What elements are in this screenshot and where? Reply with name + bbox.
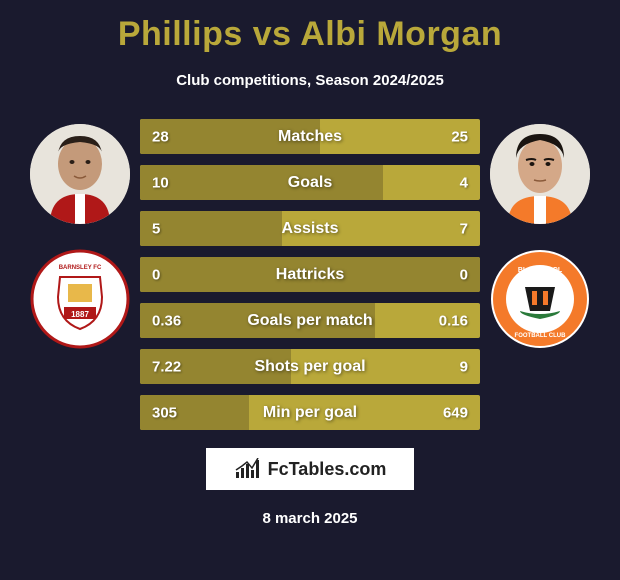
page-subtitle: Club competitions, Season 2024/2025 [176,72,444,89]
stat-right-value: 9 [460,358,468,375]
svg-text:1887: 1887 [71,310,89,319]
player-left-avatar [30,124,130,224]
footer-brand: FcTables.com [206,448,415,490]
svg-text:FOOTBALL CLUB: FOOTBALL CLUB [515,333,567,339]
stat-left-value: 7.22 [152,358,181,375]
stat-right-value: 4 [460,174,468,191]
chart-icon [234,458,262,480]
svg-text:BARNSLEY FC: BARNSLEY FC [59,265,102,271]
stat-label: Shots per goal [254,358,365,376]
player-right-avatar [490,124,590,224]
stat-right-value: 7 [460,220,468,237]
footer-brand-text: FcTables.com [268,459,387,480]
stat-label: Goals per match [247,312,372,330]
club-right-badge: BLACKPOOL FOOTBALL CLUB [490,249,590,349]
svg-text:BLACKPOOL: BLACKPOOL [518,267,563,274]
club-left-badge: 1887 BARNSLEY FC [30,249,130,349]
page-title: Phillips vs Albi Morgan [118,15,502,54]
stat-right-value: 0.16 [439,312,468,329]
stat-label: Matches [278,128,342,146]
left-column: 1887 BARNSLEY FC [20,114,140,349]
stat-row-goals: 10 Goals 4 [140,165,480,200]
stat-row-min-per-goal: 305 Min per goal 649 [140,395,480,430]
stat-row-shots-per-goal: 7.22 Shots per goal 9 [140,349,480,384]
comparison-card: Phillips vs Albi Morgan Club competition… [0,0,620,580]
stat-row-goals-per-match: 0.36 Goals per match 0.16 [140,303,480,338]
stat-label: Goals [288,174,332,192]
stat-right-value: 649 [443,404,468,421]
stat-left-value: 28 [152,128,169,145]
main-area: 1887 BARNSLEY FC 28 Matches 25 10 Goals … [0,114,620,430]
stat-row-assists: 5 Assists 7 [140,211,480,246]
stat-left-value: 5 [152,220,160,237]
stat-row-hattricks: 0 Hattricks 0 [140,257,480,292]
stat-left-value: 305 [152,404,177,421]
stat-left-value: 10 [152,174,169,191]
stat-label: Assists [282,220,339,238]
stats-bars: 28 Matches 25 10 Goals 4 5 Assists 7 0 H… [140,114,480,430]
stat-fill [140,211,282,246]
stat-right-value: 0 [460,266,468,283]
stat-label: Min per goal [263,404,357,422]
stat-fill [140,165,383,200]
stat-right-value: 25 [451,128,468,145]
stat-row-matches: 28 Matches 25 [140,119,480,154]
stat-label: Hattricks [276,266,344,284]
right-column: BLACKPOOL FOOTBALL CLUB [480,114,600,349]
stat-left-value: 0.36 [152,312,181,329]
stat-left-value: 0 [152,266,160,283]
footer-date: 8 march 2025 [262,510,357,527]
